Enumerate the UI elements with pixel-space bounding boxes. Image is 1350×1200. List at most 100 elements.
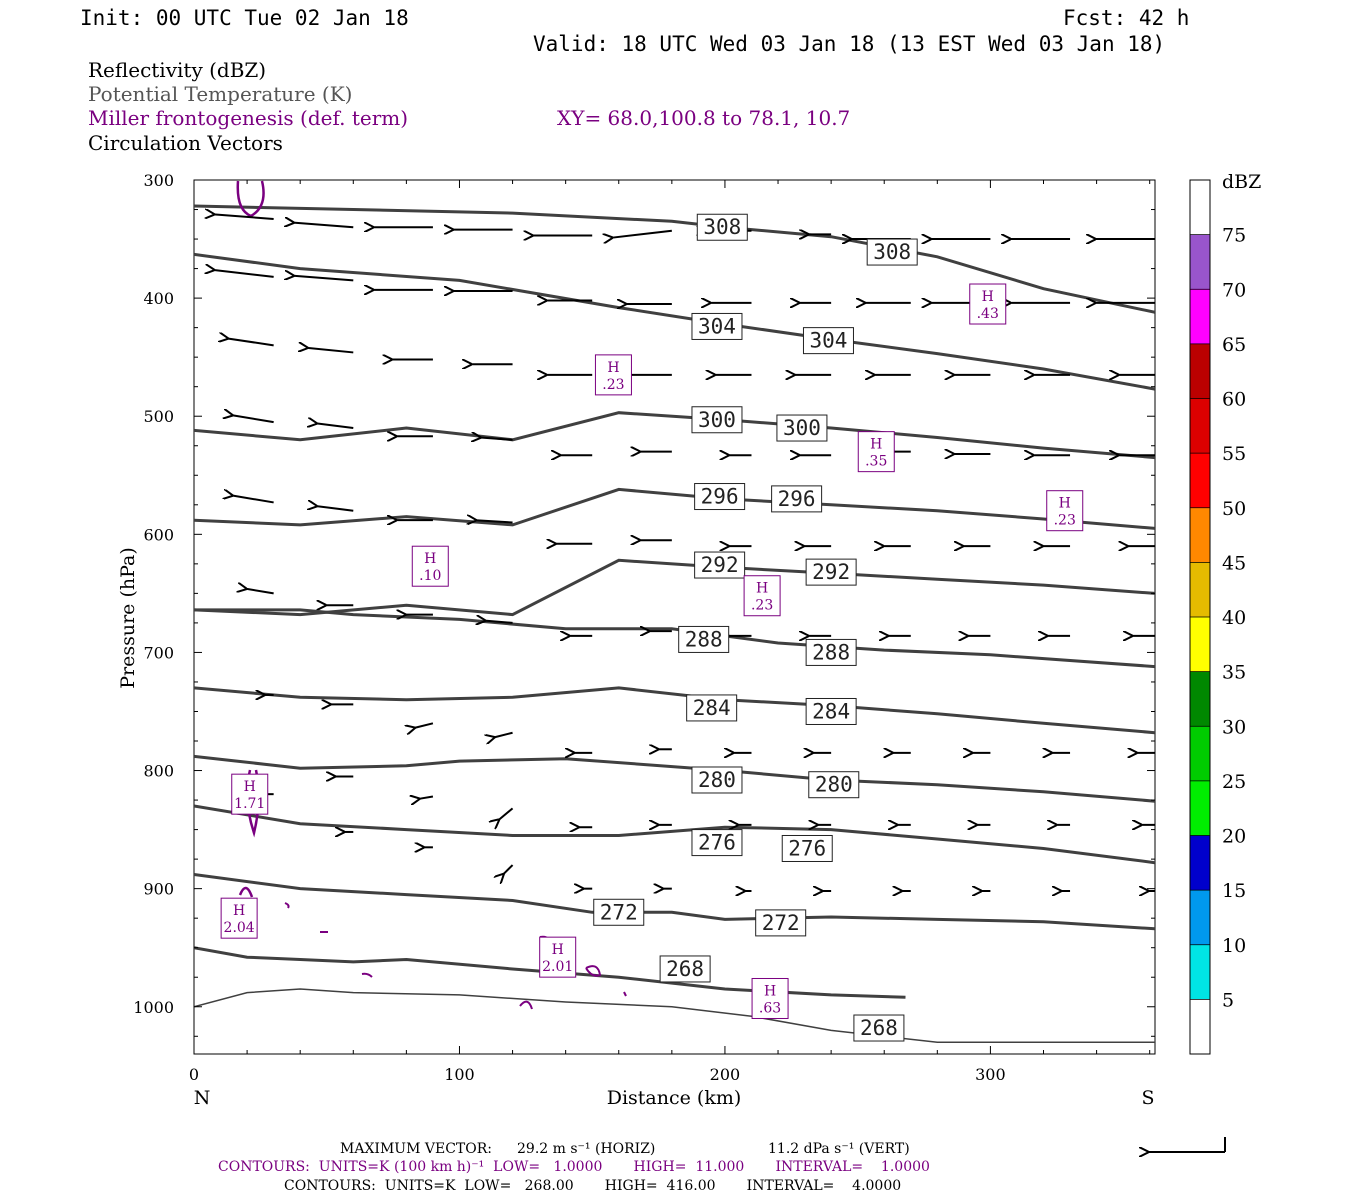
colorbar-label: 10 — [1222, 935, 1246, 957]
frontogenesis-high-box — [231, 773, 269, 815]
frontogenesis-high-box — [857, 431, 895, 473]
dbz-colorbar: 5 10 15 20 25 30 35 40 45 50 55 60 65 70 75 — [1189, 179, 1246, 1055]
isentrope-label: 300 — [691, 406, 743, 434]
circulation-vector — [316, 423, 354, 430]
colorbar-segment — [1190, 780, 1210, 836]
isentrope-label: 280 — [691, 766, 743, 794]
max-vector-label: MAXIMUM VECTOR: — [340, 1141, 492, 1157]
y-axis-label: Pressure (hPa) — [117, 547, 139, 689]
circulation-vector — [246, 589, 274, 595]
y-tick-label: 400 — [143, 289, 174, 308]
frontogenesis-high-value: .10 — [419, 568, 441, 584]
isentrope-label-text: 296 — [701, 485, 739, 509]
isentrope-label-text: 284 — [693, 696, 731, 720]
isentrope-label: 288 — [678, 625, 730, 653]
colorbar-label: 45 — [1222, 552, 1246, 574]
isentrope-label-text: 268 — [666, 957, 704, 981]
max-vector-vert: 11.2 dPa s⁻¹ (VERT) — [768, 1141, 910, 1157]
frontogenesis-contour — [238, 886, 254, 898]
frontogenesis-high: H.23 — [1046, 490, 1084, 532]
frontogenesis-high-box — [1046, 490, 1084, 532]
isentrope-272 — [194, 873, 1155, 931]
isentrope-label: 304 — [691, 312, 743, 340]
isentrope-label: 268 — [659, 955, 711, 983]
isentrope-284 — [194, 686, 1155, 735]
frontogenesis-high-box — [539, 936, 577, 978]
frontogenesis-contour — [585, 965, 602, 977]
x-tick-label: 300 — [975, 1065, 1006, 1084]
circulation-vector — [214, 270, 274, 278]
frontogenesis-high-letter: H — [870, 437, 882, 453]
colorbar-label: 65 — [1222, 334, 1246, 356]
frontogenesis-high-box — [969, 283, 1007, 325]
colorbar-label: 40 — [1222, 607, 1246, 629]
colorbar-label: 5 — [1222, 989, 1234, 1011]
frontogenesis-high-letter: H — [424, 551, 436, 567]
frontogenesis-contour — [623, 991, 627, 997]
circulation-vectors — [214, 214, 1155, 891]
frontogenesis-high-value: .43 — [977, 306, 999, 322]
isentrope-label-text: 308 — [703, 215, 741, 239]
isentrope-label-text: 276 — [698, 831, 736, 855]
circulation-vector — [415, 722, 434, 728]
circulation-vector — [307, 348, 354, 354]
x-axis-right-end: S — [1141, 1087, 1154, 1109]
frontogenesis-high-value: .23 — [602, 377, 624, 393]
y-tick-label: 500 — [143, 407, 174, 426]
isentrope-label-text: 292 — [701, 553, 739, 577]
isentrope-label-box — [802, 327, 854, 355]
frontogenesis-high-letter: H — [982, 289, 994, 305]
isentrope-label-text: 300 — [783, 416, 821, 440]
isentrope-label-box — [691, 312, 743, 340]
frontogenesis-high-box — [743, 575, 781, 617]
isentrope-label: 268 — [853, 1014, 905, 1042]
isentrope-label-box — [805, 638, 857, 666]
isentrope-label: 308 — [696, 213, 748, 241]
frontogenesis-high-letter: H — [764, 983, 776, 999]
isentrope-label-text: 284 — [812, 699, 850, 723]
isentrope-label: 304 — [802, 327, 854, 355]
isentrope-label-text: 292 — [812, 560, 850, 584]
colorbar-label: 50 — [1222, 498, 1246, 520]
frontogenesis-high-box — [594, 354, 632, 396]
circulation-vector — [293, 276, 354, 282]
y-tick-label: 600 — [143, 525, 174, 544]
isentrope-label-box — [678, 625, 730, 653]
isentrope-label: 280 — [808, 771, 860, 799]
frontogenesis-high-letter: H — [244, 779, 256, 795]
frontogenesis-high: H.23 — [594, 354, 632, 396]
frontogenesis-high: H.43 — [969, 283, 1007, 325]
isentrope-276 — [194, 804, 1155, 865]
isentrope-label-box — [866, 238, 918, 266]
isentrope-label-text: 308 — [873, 240, 911, 264]
frontogenesis-high: H.23 — [743, 575, 781, 617]
isentrope-label-text: 268 — [860, 1016, 898, 1040]
frontogenesis-high-value: 2.04 — [224, 920, 255, 936]
forecast-hour: Fcst: 42 h — [1063, 6, 1189, 30]
isentrope-280 — [194, 754, 1155, 803]
isentrope-label-box — [593, 898, 645, 926]
isentrope-label-box — [805, 697, 857, 725]
frontogenesis-high-value: .23 — [1054, 513, 1076, 529]
colorbar-segment — [1190, 671, 1210, 727]
frontogenesis-high-markers: H.43H.23H.35H.23H.10H.23H1.71H2.04H2.01H… — [220, 283, 1084, 1019]
isentrope-label-box — [694, 483, 746, 511]
frontogenesis-high-letter: H — [233, 903, 245, 919]
y-tick-label: 700 — [143, 643, 174, 662]
y-tick-label: 300 — [143, 171, 174, 190]
isentrope-label-box — [805, 558, 857, 586]
frontogenesis-high: H.10 — [411, 545, 449, 587]
circulation-vector — [228, 338, 274, 347]
isentrope-288 — [194, 608, 1155, 669]
colorbar-segment — [1190, 562, 1210, 617]
colorbar-segment — [1190, 398, 1210, 454]
isentrope-label-text: 296 — [778, 487, 816, 511]
frontogenesis-high: H1.71 — [231, 773, 269, 815]
isentrope-label-box — [808, 771, 860, 799]
colorbar-label: 75 — [1222, 225, 1246, 247]
legend-frontogenesis: Miller frontogenesis (def. term) — [88, 106, 408, 130]
circulation-vector — [214, 214, 274, 220]
frontogenesis-high-value: .63 — [759, 1000, 781, 1016]
colorbar-segment — [1190, 289, 1210, 344]
